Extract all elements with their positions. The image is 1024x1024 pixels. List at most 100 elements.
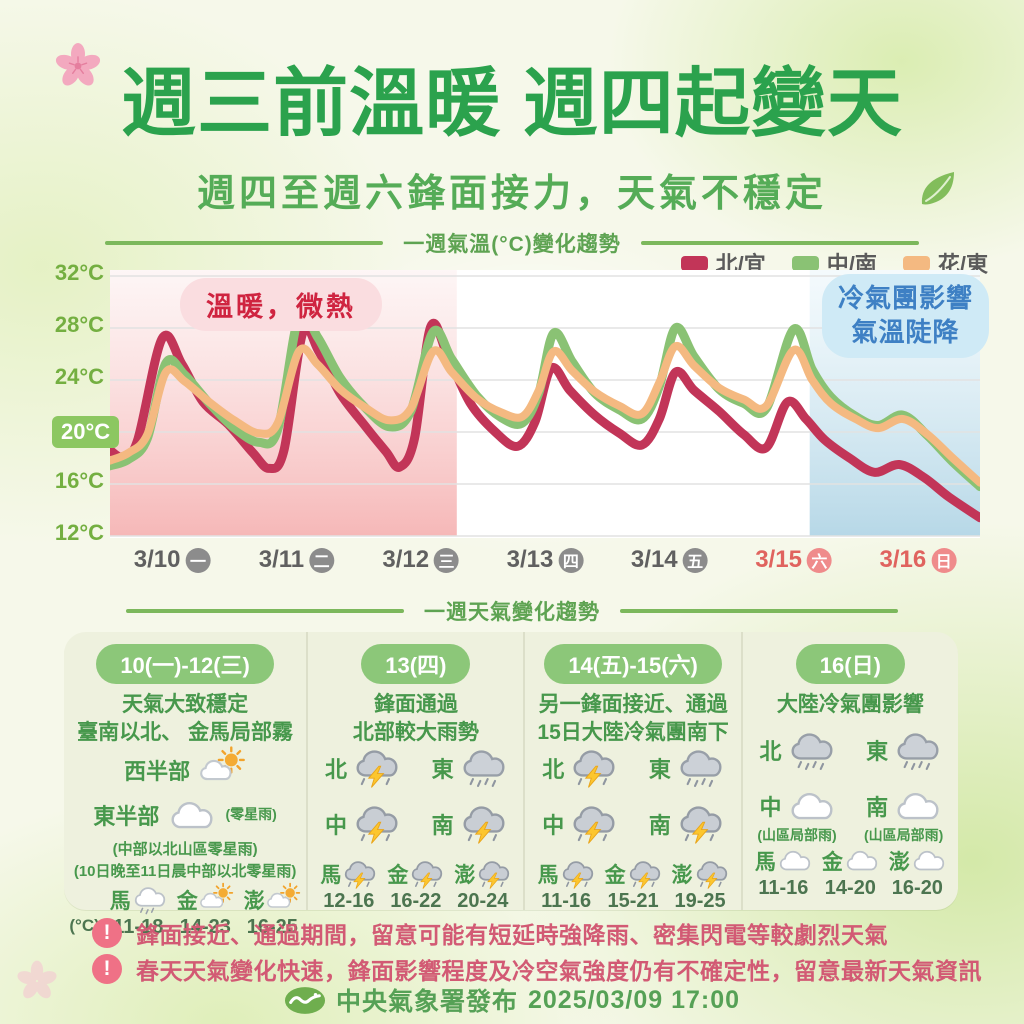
cloudy-icon	[913, 850, 945, 871]
partly-sunny-icon	[266, 882, 300, 908]
legend-swatch	[902, 255, 930, 271]
page-title: 週三前溫暖 週四起變天	[121, 61, 903, 145]
partly-sunny-icon	[199, 882, 233, 908]
thunderstorm-icon	[562, 861, 593, 890]
island-cell: 澎 16-20	[889, 845, 946, 900]
island-temp-range: 16-22	[390, 890, 442, 913]
cherry-blossom-faint-icon	[17, 960, 57, 999]
region-cell: 中 (山區局部雨)	[757, 785, 837, 845]
series-line	[110, 319, 980, 523]
thunderstorm-icon	[356, 806, 398, 845]
island-cell: 澎 19-25	[672, 858, 729, 913]
forecast-column: 10(一)-12(三) 天氣大致穩定 臺南以北、 金馬局部霧 西半部 東半部 (零星…	[64, 632, 306, 938]
island-cell: 馬 11-16	[538, 858, 595, 913]
forecast-column: 16(日) 大陸冷氣團影響 北 東 中 (山區局部雨) 南 (山區局部雨) 馬 1…	[740, 632, 958, 910]
cloudy-icon	[779, 850, 811, 871]
region-label: 中	[542, 813, 565, 839]
region-note: (山區局部雨)	[757, 827, 837, 844]
region-cell: 東	[866, 729, 941, 785]
island-label: 金	[604, 864, 626, 888]
island-temp-range: 14-23	[179, 915, 231, 938]
island-label: 馬	[109, 889, 131, 913]
date-text: 3/15	[755, 546, 802, 573]
x-day-label: 3/11 二	[259, 546, 335, 574]
island-temp-range: 20-24	[457, 890, 509, 913]
drizzle-icon	[134, 887, 165, 915]
rain-icon	[680, 750, 722, 788]
warning-text: 鋒面接近、通過期間，留意可能有短延時強降雨、密集閃電等較劇烈天氣	[136, 922, 888, 948]
island-temp-range: 12-16	[323, 890, 375, 913]
islands-row: 馬 11-16 金 14-20 澎 16-20	[747, 845, 954, 900]
island-cell: 澎 16-25	[244, 882, 301, 939]
cloudy-icon	[171, 801, 213, 828]
region-grid: 北 東 中 南	[312, 746, 519, 858]
rain-icon	[897, 733, 939, 770]
region-label: 南	[648, 813, 671, 839]
exclamation-icon: !	[92, 954, 122, 984]
region-cell: 南	[649, 802, 724, 858]
warm-annotation: 溫暖，微熱	[180, 278, 382, 331]
island-cell: 馬 11-16	[755, 845, 812, 900]
period-pill: 16(日)	[795, 644, 905, 684]
island-cell: 金 16-22	[387, 858, 444, 913]
footer-publisher: 中央氣象署發布	[335, 988, 518, 1016]
island-temp-range: 16-20	[891, 877, 943, 899]
weekday-badge: 一	[185, 547, 211, 573]
date-text: 3/14	[630, 546, 678, 573]
region-grid: 北 東 中 (山區局部雨) 南 (山區局部雨)	[747, 729, 954, 845]
y-tick-label: 32°C	[54, 260, 104, 285]
region-label: 西半部	[124, 759, 191, 785]
island-label: 馬	[754, 851, 776, 875]
island-label: 金	[176, 889, 198, 913]
x-day-label: 3/13 四	[507, 546, 584, 574]
x-day-label: 3/16 日	[879, 546, 957, 574]
weekday-badge: 五	[682, 547, 708, 573]
y-tick-label: 16°C	[54, 468, 104, 493]
period-pill: 13(四)	[361, 644, 471, 684]
date-text: 3/10	[133, 546, 181, 573]
thunderstorm-icon	[696, 861, 727, 890]
region-cell: 南	[432, 802, 507, 858]
y-tick-label: 12°C	[54, 520, 104, 545]
region-cell: 中	[325, 802, 400, 858]
forecast-column: 13(四) 鋒面通過 北部較大雨勢 北 東 中 南 馬 12-16 金 16-22 …	[306, 632, 523, 913]
forecast-section-title: 一週天氣變化趨勢	[424, 601, 600, 624]
region-grid: 北 東 中 南	[529, 746, 736, 858]
island-label: 澎	[454, 864, 476, 888]
island-label: 馬	[320, 864, 342, 888]
island-label: 馬	[537, 864, 559, 888]
thunderstorm-icon	[356, 750, 398, 789]
legend-swatch	[680, 255, 708, 271]
island-temp-range: 11-16	[541, 890, 592, 913]
forecast-column: 14(五)-15(六) 另一鋒面接近、通過 15日大陸冷氣團南下 北 東 中 南 馬…	[523, 632, 740, 913]
cold-annotation: 冷氣團影響 氣溫陡降	[822, 274, 990, 358]
island-temp-range: 15-21	[607, 890, 659, 913]
cloudy-icon	[791, 792, 833, 820]
island-label: 金	[387, 864, 409, 888]
rule-left	[126, 609, 404, 613]
island-cell: 馬 11-18	[110, 884, 167, 939]
cwa-logo-icon	[284, 986, 326, 1014]
legend-swatch	[791, 255, 819, 271]
region-label: 東	[648, 757, 671, 783]
column-description: 鋒面通過 北部較大雨勢	[352, 693, 479, 744]
island-cell: 金 14-20	[822, 845, 879, 900]
region-label: 東	[431, 757, 454, 783]
region-label: 北	[542, 757, 565, 783]
islands-row: 馬 12-16 金 16-22 澎 20-24	[312, 858, 519, 913]
weekday-badge: 六	[806, 547, 832, 573]
region-cell: 東	[649, 746, 724, 802]
rule-right	[640, 241, 919, 245]
thunderstorm-icon	[345, 861, 376, 890]
island-cell: 金 15-21	[605, 858, 662, 913]
temp-section-title: 一週氣溫(°C)變化趨勢	[403, 233, 621, 256]
cherry-blossom-icon	[55, 43, 101, 86]
cloudy-icon	[846, 850, 878, 871]
region-label: 南	[866, 795, 889, 821]
column-description: 天氣大致穩定 臺南以北、 金馬局部霧	[77, 693, 294, 744]
date-text: 3/12	[382, 546, 430, 573]
forecast-section-header: 一週天氣變化趨勢	[0, 596, 1024, 626]
footer: 中央氣象署發布 2025/03/09 17:00	[0, 982, 1024, 1018]
island-cell: 澎 20-24	[454, 858, 511, 913]
